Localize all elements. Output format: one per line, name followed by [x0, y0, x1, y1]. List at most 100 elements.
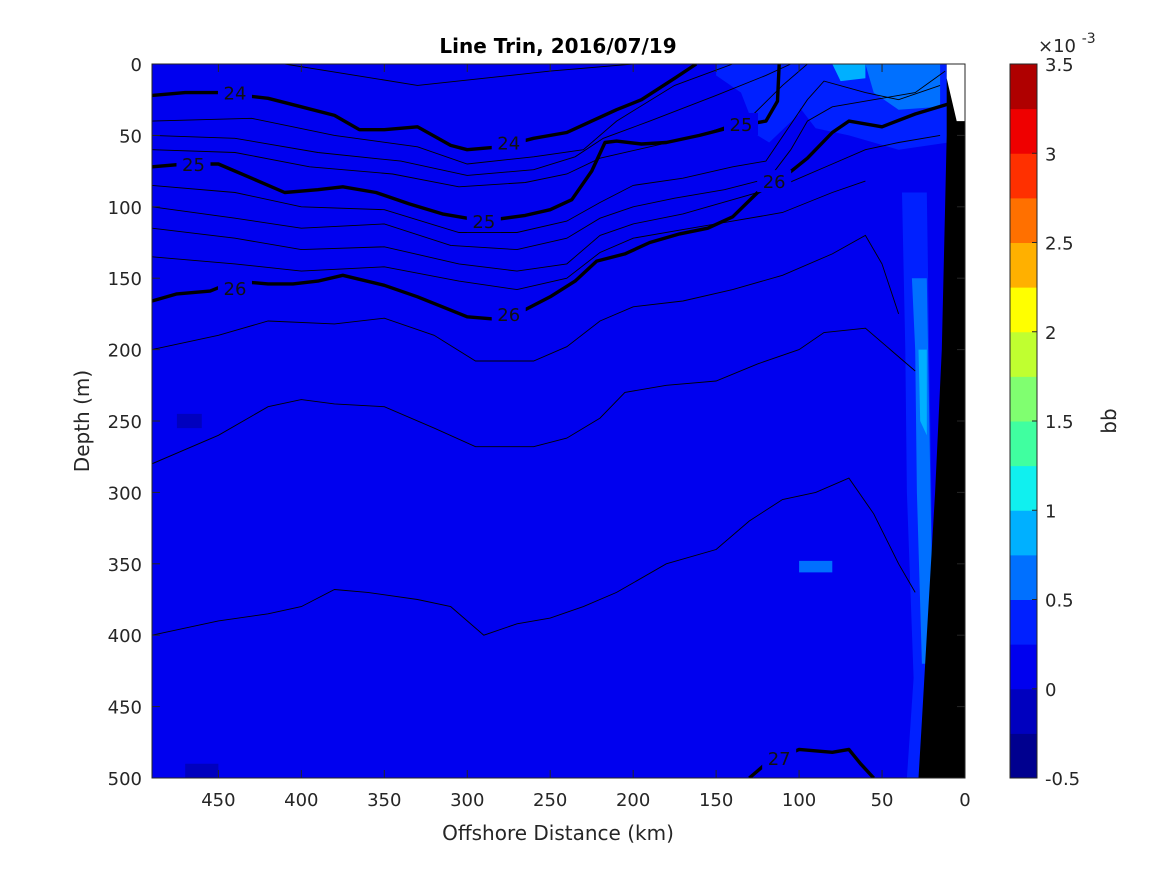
colorbar-band	[1010, 64, 1037, 110]
colorbar-band	[1010, 599, 1037, 645]
contour-label: 26	[224, 279, 247, 300]
contour-label-bg	[757, 170, 792, 193]
contour-label: 24	[497, 134, 520, 155]
colorbar-band	[1010, 554, 1037, 601]
bb-patch	[185, 763, 219, 778]
contour-label: 25	[472, 212, 495, 233]
thin-contour-line	[152, 70, 946, 251]
x-axis-label: Offshore Distance (km)	[442, 821, 674, 845]
colorbar-band	[1010, 376, 1037, 422]
x-tick-label: 0	[959, 790, 970, 811]
x-tick-label: 300	[450, 790, 484, 811]
contour-label-bg	[217, 81, 252, 104]
x-tick-label: 400	[284, 790, 318, 811]
y-axis: 0 50 100 150 200 250 300 350 400 450 500	[108, 55, 965, 790]
colorbar-band	[1010, 197, 1037, 244]
colorbar-band	[1010, 733, 1037, 779]
y-tick-label: 400	[108, 626, 142, 647]
y-tick-label: 50	[119, 126, 142, 147]
contour-label-bg	[176, 152, 211, 175]
thin-contour-line	[152, 64, 791, 176]
colorbar-tick-label: 1	[1045, 501, 1056, 522]
colorbar-band	[1010, 242, 1037, 288]
y-axis-label: Depth (m)	[70, 370, 94, 472]
contour-label-bg	[217, 277, 252, 300]
colorbar-band	[1010, 287, 1037, 333]
y-tick-label: 150	[108, 269, 142, 290]
contour-label: 26	[497, 305, 520, 326]
contour-labels: 24 24 25 25 25 26 26 26 27	[176, 81, 797, 770]
colorbar-ticks: -0.5 0 0.5 1 1.5 2 2.5 3 3.5	[1032, 55, 1080, 790]
x-tick-label: 200	[616, 790, 650, 811]
thin-contour-line	[152, 80, 941, 233]
colorbar-band	[1010, 510, 1037, 556]
x-tick-label: 150	[699, 790, 733, 811]
contour-line-25	[152, 64, 781, 223]
colorbar-tick-label: -0.5	[1045, 769, 1080, 790]
colorbar-label: bb	[1097, 408, 1121, 433]
coastline-mask	[918, 64, 965, 778]
colorbar-bands	[1010, 64, 1037, 779]
bb-patch	[832, 64, 866, 82]
x-tick-label: 350	[367, 790, 401, 811]
y-tick-label: 200	[108, 341, 142, 362]
thin-contours	[152, 64, 946, 636]
colorbar-band	[1010, 153, 1037, 199]
colorbar-band	[1010, 644, 1037, 690]
bb-patch	[918, 349, 927, 436]
contour-label: 25	[730, 115, 753, 136]
contour-label-bg	[762, 747, 797, 770]
contour-label-bg	[491, 302, 526, 325]
colorbar-tick-label: 1.5	[1045, 412, 1074, 433]
contour-label-bg	[491, 131, 526, 154]
colorbar-tick-label: 3.5	[1045, 55, 1074, 76]
colorbar-band	[1010, 108, 1037, 154]
colorbar-band	[1010, 688, 1037, 734]
bb-patch	[911, 278, 934, 664]
contour-label: 24	[224, 84, 247, 105]
x-tick-label: 100	[782, 790, 816, 811]
contour-line-26	[152, 102, 949, 322]
y-tick-label: 300	[108, 483, 142, 504]
colorbar-band	[1010, 331, 1037, 377]
thin-contour-line	[152, 180, 866, 291]
bb-patch	[176, 413, 202, 429]
y-tick-label: 100	[108, 198, 142, 219]
contour-label-bg	[466, 210, 501, 233]
colorbar-tick-label: 3	[1045, 144, 1056, 165]
background-field	[152, 64, 965, 778]
y-tick-label: 500	[108, 769, 142, 790]
contour-label: 26	[763, 172, 786, 193]
x-tick-label: 50	[871, 790, 894, 811]
density-contours	[152, 64, 949, 778]
contour-label: 27	[768, 749, 791, 770]
colorbar: -0.5 0 0.5 1 1.5 2 2.5 3 3.5 ×10 -3 bb	[1009, 31, 1121, 790]
bb-patch	[799, 560, 833, 573]
colorbar-band	[1010, 421, 1037, 467]
colorbar-exponent: ×10 -3	[1038, 31, 1096, 57]
contour-label: 25	[182, 155, 205, 176]
x-axis: 450 400 350 300 250 200 150 100 50 0	[201, 64, 971, 811]
colorbar-tick-label: 0	[1045, 680, 1056, 701]
colorbar-band	[1010, 465, 1037, 511]
thin-contour-line	[284, 64, 634, 86]
colorbar-tick-label: 2.5	[1045, 234, 1074, 255]
thin-contour-line	[152, 234, 900, 362]
contour-label-bg	[724, 112, 759, 135]
thin-contour-line	[152, 134, 941, 272]
colorbar-exponent-power: -3	[1082, 31, 1096, 47]
color-patches	[176, 64, 949, 778]
plot-area	[152, 64, 965, 778]
y-tick-label: 0	[131, 55, 142, 76]
colorbar-tick-label: 2	[1045, 323, 1056, 344]
colorbar-tick-label: 0.5	[1045, 591, 1074, 612]
contour-line-24	[152, 64, 698, 152]
colorbar-exponent-base: ×10	[1038, 36, 1076, 57]
coast-mask	[918, 64, 965, 778]
x-tick-label: 450	[201, 790, 235, 811]
thin-contour-line	[152, 327, 916, 465]
thin-contour-line	[152, 477, 916, 636]
no-data-gap	[946, 64, 965, 122]
y-tick-label: 350	[108, 555, 142, 576]
